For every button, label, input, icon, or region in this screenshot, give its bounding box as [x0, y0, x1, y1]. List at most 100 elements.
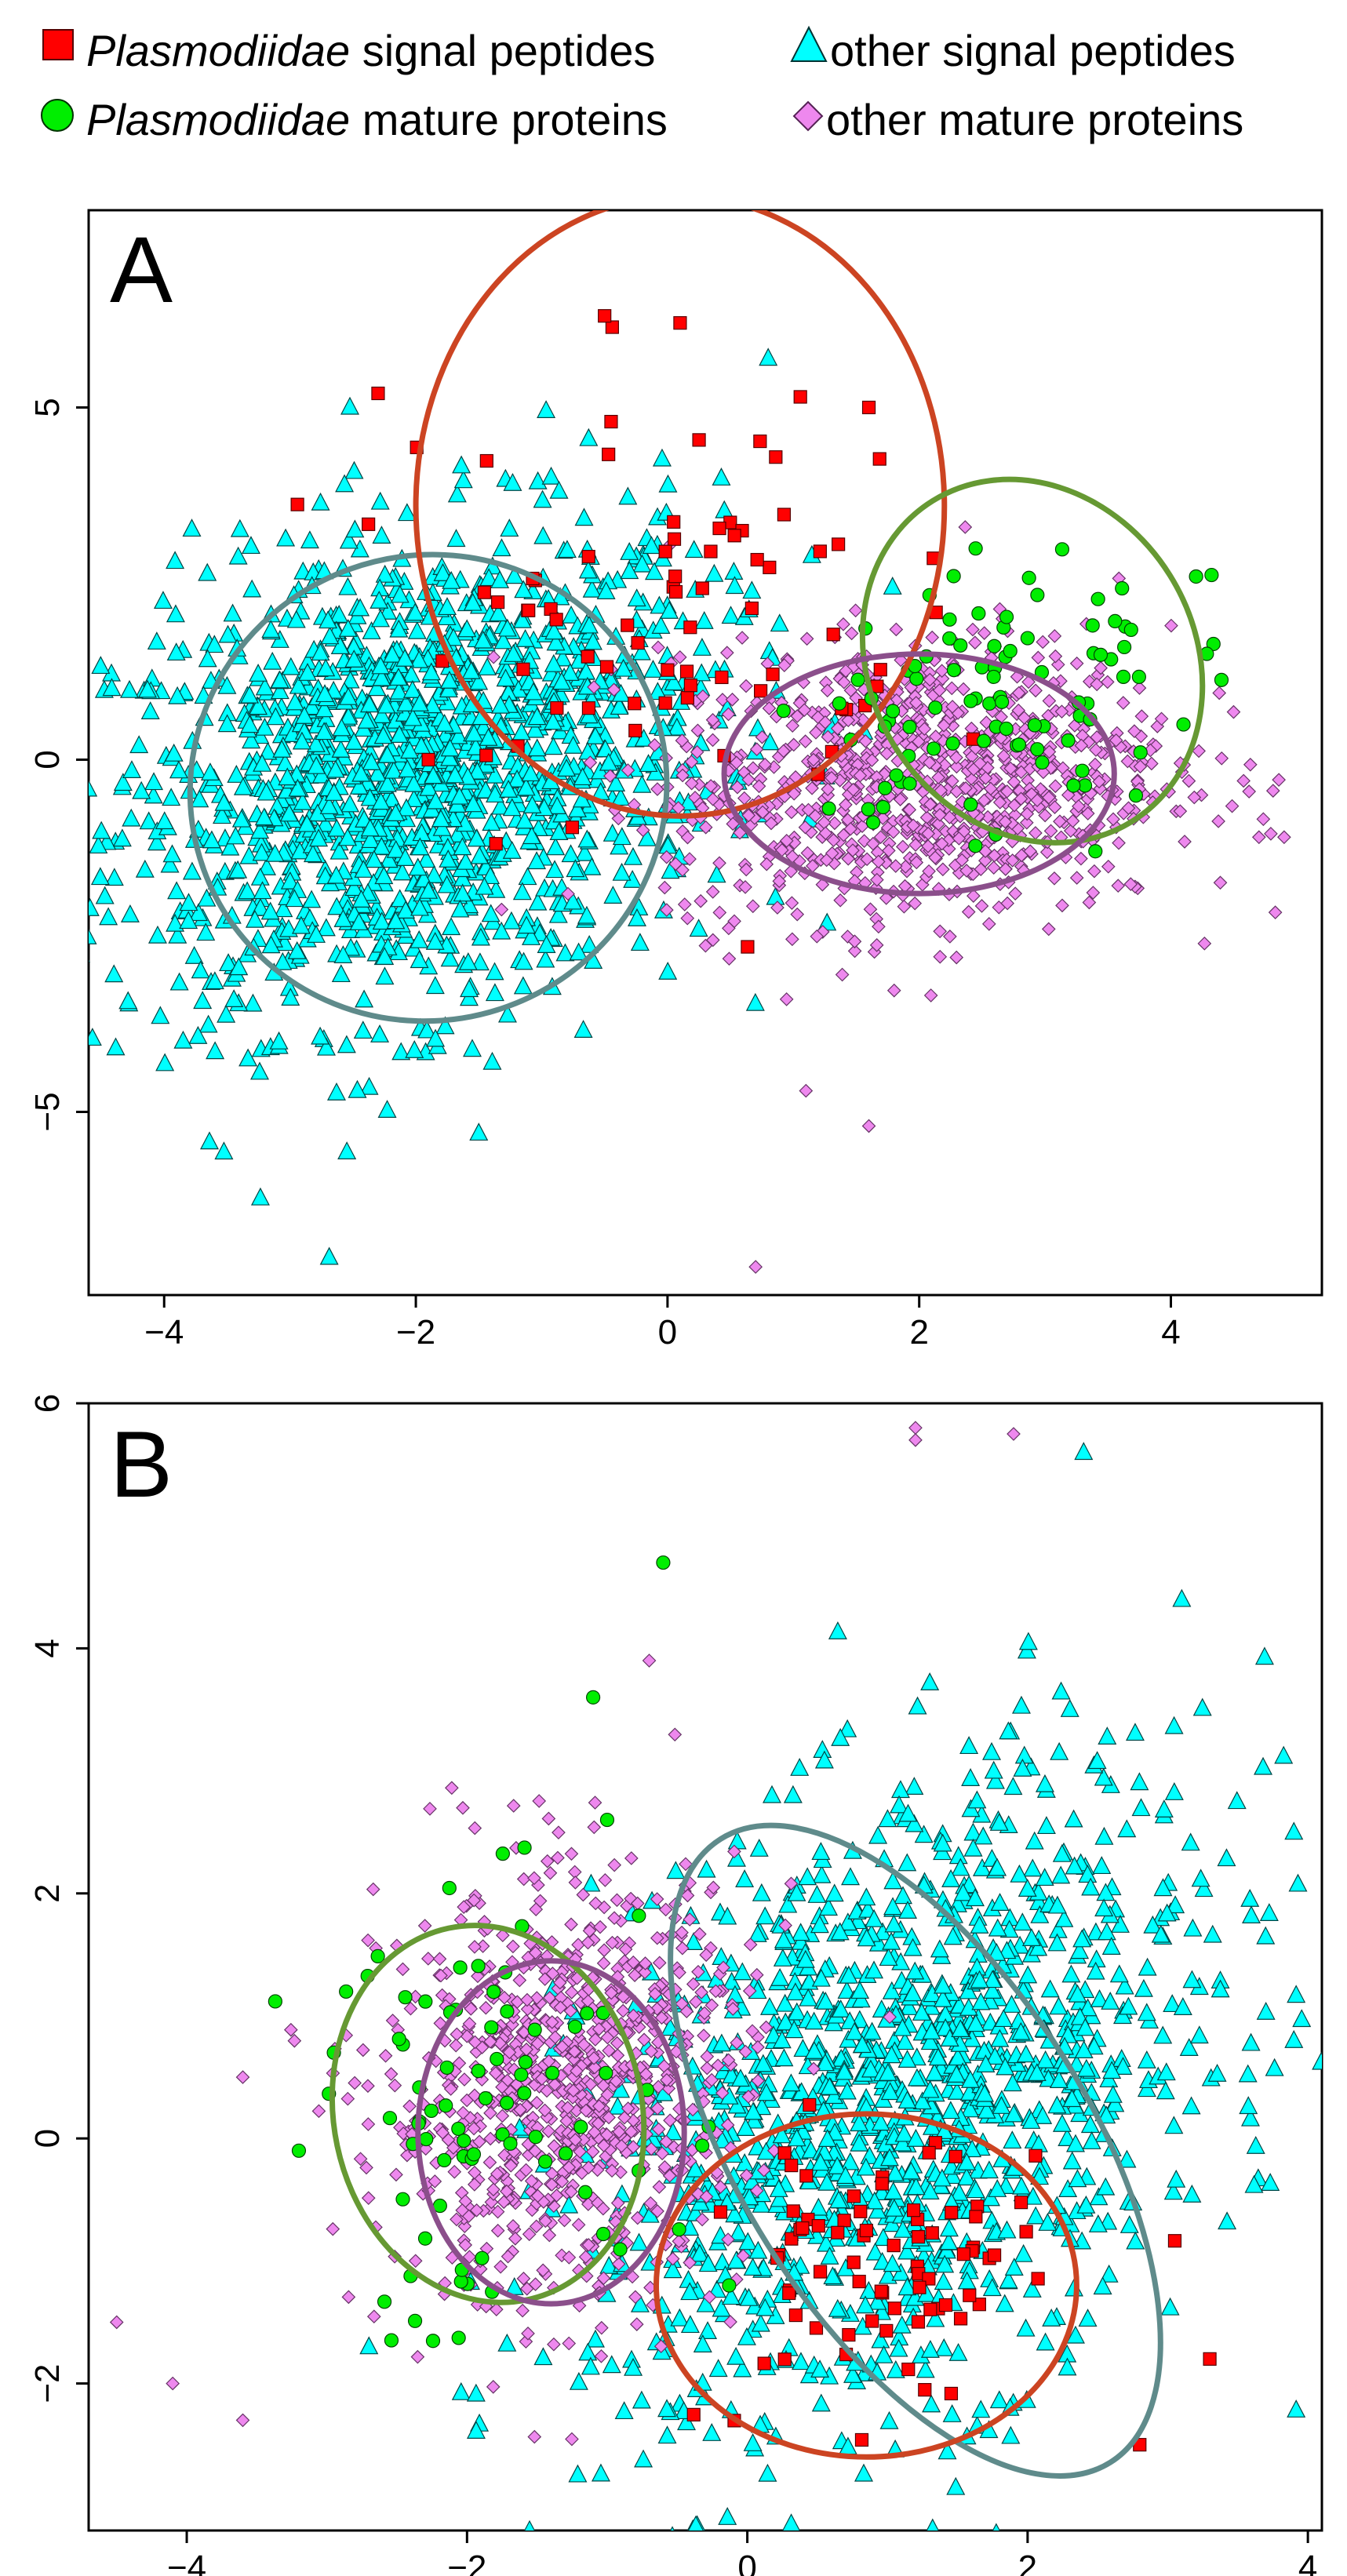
data-point-other-signal-peptide	[612, 827, 632, 846]
data-point-other-mature-protein	[684, 776, 699, 791]
data-point-other-signal-peptide	[893, 1886, 912, 1905]
data-point-other-signal-peptide	[6, 981, 24, 997]
data-point-other-signal-peptide	[1058, 2128, 1077, 2147]
data-point-other-signal-peptide	[861, 2059, 880, 2078]
data-point-other-signal-peptide	[106, 1037, 126, 1056]
data-point-plasmodiidae-signal-peptide	[911, 2315, 926, 2329]
data-point-plasmodiidae-mature-protein	[1131, 669, 1146, 684]
data-point-plasmodiidae-mature-protein	[1117, 639, 1132, 655]
data-point-other-mature-protein	[341, 2290, 356, 2305]
data-point-other-mature-protein	[618, 1942, 633, 1956]
data-point-other-signal-peptide	[403, 708, 423, 726]
data-point-other-mature-protein	[109, 2315, 124, 2330]
data-point-other-signal-peptide	[1203, 1924, 1222, 1943]
data-point-other-mature-protein	[1181, 773, 1196, 788]
data-point-other-mature-protein	[596, 2078, 610, 2093]
data-point-other-signal-peptide	[303, 844, 322, 863]
data-point-other-signal-peptide	[854, 2463, 873, 2482]
data-point-other-signal-peptide	[865, 2191, 884, 2210]
data-point-other-signal-peptide	[997, 1941, 1017, 1959]
data-point-plasmodiidae-mature-protein	[876, 799, 890, 815]
data-point-other-mature-protein	[592, 2021, 606, 2036]
data-point-other-signal-peptide	[67, 854, 85, 871]
data-point-other-signal-peptide	[838, 1912, 857, 1931]
data-point-other-signal-peptide	[785, 1982, 805, 2001]
data-point-other-signal-peptide	[362, 751, 381, 770]
data-point-other-mature-protein	[977, 626, 992, 640]
legend-label: Plasmodiidae signal peptides	[86, 26, 655, 75]
data-point-other-signal-peptide	[990, 2028, 1010, 2047]
data-point-other-signal-peptide	[882, 2045, 901, 2064]
data-point-other-signal-peptide	[920, 2079, 940, 2098]
data-point-plasmodiidae-mature-protein	[927, 741, 941, 756]
data-point-other-mature-protein	[683, 1912, 697, 1927]
data-point-other-mature-protein	[679, 2004, 694, 2019]
data-point-other-signal-peptide	[868, 1933, 888, 1952]
data-point-other-signal-peptide	[1102, 2061, 1122, 2079]
data-point-other-signal-peptide	[137, 679, 157, 698]
data-point-other-signal-peptide	[410, 649, 429, 668]
data-point-plasmodiidae-mature-protein	[968, 541, 983, 556]
data-point-plasmodiidae-mature-protein	[776, 704, 791, 719]
data-point-other-signal-peptide	[228, 860, 248, 879]
data-point-other-signal-peptide	[329, 605, 349, 623]
data-point-plasmodiidae-signal-peptide	[489, 837, 503, 851]
data-point-other-signal-peptide	[1119, 1996, 1138, 2015]
data-point-other-signal-peptide	[406, 602, 425, 621]
data-point-other-mature-protein	[712, 856, 726, 871]
data-point-plasmodiidae-signal-peptide	[948, 2149, 963, 2163]
data-point-other-signal-peptide	[370, 1024, 390, 1042]
data-point-other-signal-peptide	[168, 686, 187, 704]
data-point-plasmodiidae-mature-protein	[1066, 778, 1081, 793]
data-point-other-mature-protein	[663, 2113, 677, 2128]
data-point-other-signal-peptide	[856, 2157, 876, 2176]
data-point-other-signal-peptide	[914, 1825, 934, 1843]
data-point-other-signal-peptide	[1061, 1964, 1081, 1983]
data-point-other-signal-peptide	[179, 911, 198, 930]
data-point-plasmodiidae-signal-peptide	[549, 613, 563, 627]
data-point-other-mature-protein	[784, 1876, 799, 1891]
data-point-plasmodiidae-mature-protein	[928, 700, 943, 715]
data-point-other-signal-peptide	[1137, 2050, 1156, 2068]
data-point-other-mature-protein	[568, 2133, 583, 2147]
data-point-other-signal-peptide	[155, 811, 174, 830]
data-point-other-signal-peptide	[359, 2336, 379, 2355]
data-point-other-signal-peptide	[975, 2083, 995, 2102]
data-point-other-mature-protein	[653, 2339, 668, 2354]
data-point-other-signal-peptide	[772, 2030, 792, 2049]
data-point-other-mature-protein	[501, 2249, 515, 2264]
data-point-other-signal-peptide	[884, 2198, 904, 2217]
data-point-other-signal-peptide	[377, 1100, 397, 1119]
data-point-other-signal-peptide	[400, 740, 420, 759]
data-point-other-mature-protein	[699, 2189, 714, 2204]
data-point-other-signal-peptide	[250, 897, 270, 916]
data-point-other-signal-peptide	[462, 1039, 482, 1057]
data-point-other-signal-peptide	[53, 837, 71, 853]
data-point-other-mature-protein	[704, 1998, 719, 2013]
data-point-other-signal-peptide	[286, 692, 305, 711]
data-point-other-signal-peptide	[250, 867, 270, 886]
data-point-other-signal-peptide	[386, 839, 406, 858]
data-point-other-signal-peptide	[1164, 2116, 1184, 2134]
data-point-other-signal-peptide	[1010, 1864, 1029, 1883]
data-point-other-signal-peptide	[770, 2189, 789, 2207]
data-point-plasmodiidae-signal-peptide	[757, 2356, 771, 2370]
data-point-other-signal-peptide	[651, 616, 671, 634]
data-point-other-signal-peptide	[814, 1750, 834, 1769]
data-point-other-mature-protein	[764, 816, 778, 831]
data-point-plasmodiidae-signal-peptide	[852, 2274, 866, 2289]
data-point-other-signal-peptide	[1109, 1964, 1129, 1983]
data-point-plasmodiidae-signal-peptide	[842, 2327, 856, 2342]
data-point-other-signal-peptide	[596, 581, 616, 600]
data-point-other-mature-protein	[820, 683, 835, 698]
data-point-other-signal-peptide	[1002, 1994, 1021, 2013]
data-point-other-mature-protein	[567, 2044, 582, 2059]
data-point-other-mature-protein	[467, 2121, 481, 2136]
data-point-other-mature-protein	[668, 1727, 683, 1742]
data-point-other-mature-protein	[450, 2212, 464, 2227]
data-point-other-mature-protein	[705, 885, 720, 899]
data-point-other-signal-peptide	[1036, 2050, 1055, 2068]
data-point-other-signal-peptide	[311, 1026, 330, 1045]
data-point-other-signal-peptide	[557, 540, 577, 558]
data-point-other-mature-protein	[778, 1918, 792, 1933]
